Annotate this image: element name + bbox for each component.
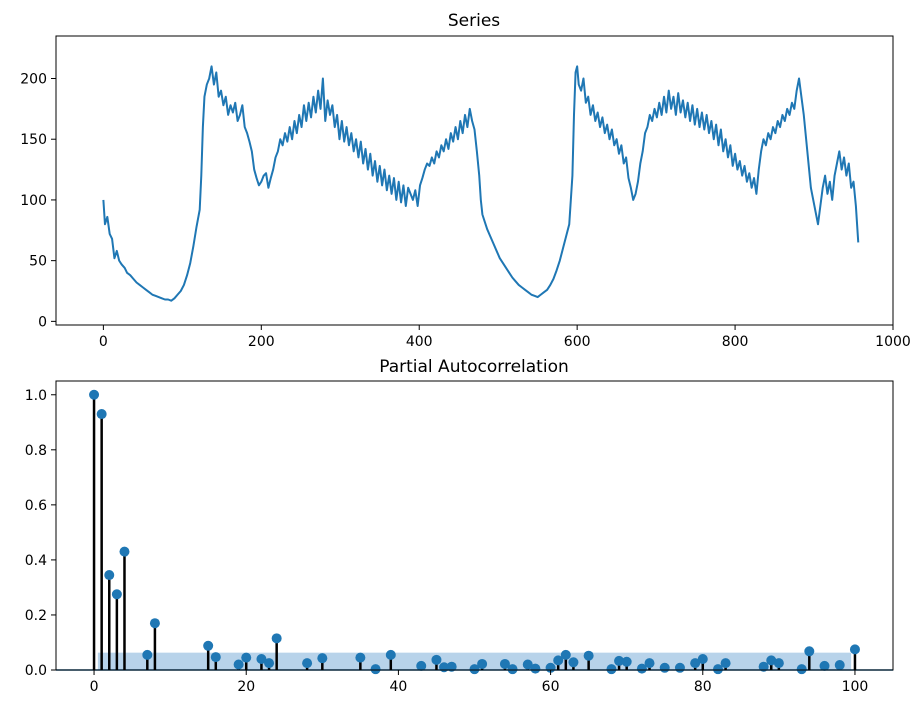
pacf-point [104,570,115,581]
pacf-point [819,660,830,671]
series-x-tick-label: 800 [722,334,749,350]
pacf-point [804,646,815,657]
pacf-x-tick-label: 0 [90,679,99,695]
pacf-point [446,661,457,672]
pacf-point [370,664,381,675]
pacf-point [96,409,107,420]
pacf-point [499,658,510,669]
pacf-x-tick-label: 100 [842,679,869,695]
pacf-point [210,652,221,663]
pacf-x-tick-label: 20 [237,679,255,695]
pacf-panel: Partial Autocorrelation 0 20 40 60 80 100 0.0… [25,357,894,695]
pacf-point [834,660,845,671]
pacf-point [773,658,784,669]
pacf-point [758,661,769,672]
pacf-point [636,663,647,674]
pacf-point [796,664,807,675]
pacf-point [553,655,564,666]
pacf-point [507,664,518,675]
pacf-point [560,649,571,660]
pacf-x-tick-label: 60 [542,679,560,695]
pacf-point [766,655,777,666]
series-y-tick-label: 150 [20,132,47,148]
pacf-point [385,649,396,660]
series-panel: Series 0 200 400 600 800 1000 0 50 100 150 200 [20,11,911,350]
pacf-point [203,640,214,651]
pacf-point [469,664,480,675]
pacf-point [111,589,122,600]
pacf-point [119,546,130,557]
series-axes-frame [55,35,894,326]
pacf-y-tick-label: 0.8 [25,443,47,459]
pacf-y-tick-label: 0.4 [25,553,47,569]
pacf-point [568,657,579,668]
pacf-x-axis: 0 20 40 60 80 100 [90,670,869,695]
pacf-point [674,662,685,673]
series-x-tick-label: 0 [99,334,108,350]
pacf-point [720,658,731,669]
series-y-axis: 0 50 100 150 200 [20,72,56,330]
pacf-point [583,650,594,661]
pacf-point [264,658,275,669]
series-x-tick-label: 600 [564,334,591,350]
pacf-x-tick-label: 80 [694,679,712,695]
pacf-title: Partial Autocorrelation [379,357,569,377]
pacf-point [659,662,670,673]
pacf-point [530,663,541,674]
pacf-plot-area [56,389,893,675]
series-x-axis: 0 200 400 600 800 1000 [99,325,911,350]
series-line [102,65,860,302]
series-y-tick-label: 200 [20,72,47,88]
pacf-point [302,658,313,669]
pacf-point [477,658,488,669]
pacf-y-tick-label: 1.0 [25,388,47,404]
pacf-point [644,658,655,669]
series-title: Series [448,11,500,31]
pacf-point [355,652,366,663]
pacf-point [712,664,723,675]
pacf-y-tick-label: 0.6 [25,498,47,514]
pacf-point [317,653,328,664]
pacf-point [697,653,708,664]
series-y-tick-label: 0 [38,314,47,330]
series-x-tick-label: 1000 [875,334,911,350]
pacf-point [431,654,442,665]
pacf-point [149,618,160,629]
series-x-tick-label: 400 [406,334,433,350]
series-plot-area [102,65,860,302]
pacf-point [241,652,252,663]
pacf-point [142,649,153,660]
pacf-point [849,644,860,655]
pacf-point [621,656,632,667]
pacf-y-tick-label: 0.2 [25,608,47,624]
pacf-axes-frame [55,380,894,671]
pacf-point [416,660,427,671]
pacf-point [690,658,701,669]
pacf-y-axis: 0.0 0.2 0.4 0.6 0.8 1.0 [25,388,56,679]
series-y-tick-label: 50 [29,254,47,270]
pacf-point [233,659,244,670]
pacf-point [89,389,100,400]
pacf-x-tick-label: 40 [389,679,407,695]
pacf-point [522,659,533,670]
pacf-point [256,653,267,664]
pacf-point [614,655,625,666]
pacf-point [271,633,282,644]
series-y-tick-label: 100 [20,193,47,209]
pacf-point [606,664,617,675]
series-x-tick-label: 200 [248,334,275,350]
pacf-y-tick-label: 0.0 [25,663,47,679]
